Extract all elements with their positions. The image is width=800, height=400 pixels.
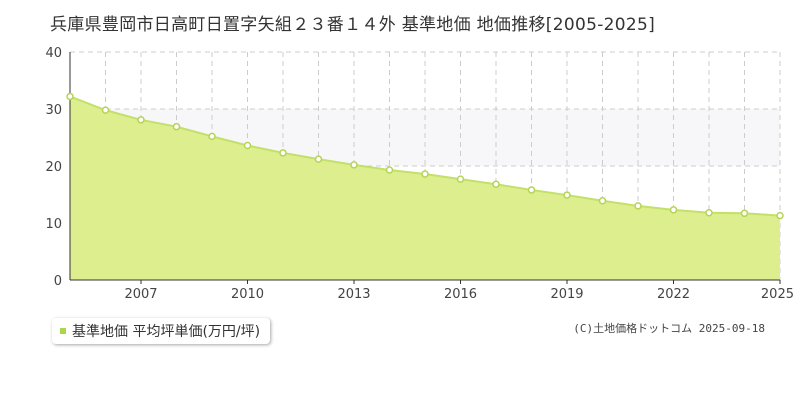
legend-marker xyxy=(60,328,66,334)
data-point xyxy=(243,141,252,150)
data-point xyxy=(492,180,500,188)
x-tick-label: 2007 xyxy=(124,287,157,302)
data-point xyxy=(172,122,181,131)
legend: 基準地価 平均坪単価(万円/坪) xyxy=(52,318,271,344)
data-point xyxy=(669,206,678,214)
data-point xyxy=(137,116,145,124)
data-point xyxy=(208,132,216,141)
data-point xyxy=(314,155,323,163)
data-points xyxy=(66,92,784,220)
y-tick-label: 40 xyxy=(45,46,62,61)
y-tick-label: 10 xyxy=(45,217,62,232)
series-area xyxy=(70,96,780,281)
data-point xyxy=(279,149,287,157)
copyright-text: (C)土地価格ドットコム 2025-09-18 xyxy=(573,322,765,335)
data-point xyxy=(740,209,749,218)
data-point xyxy=(634,202,642,210)
data-point xyxy=(598,197,607,205)
data-point xyxy=(527,186,536,194)
data-point xyxy=(66,92,74,101)
data-point xyxy=(456,175,465,183)
data-point xyxy=(385,166,394,174)
tick-labels: 0 10 20 30 40 2007 2010 2013 2016 2019 2022 2025 xyxy=(45,46,794,302)
legend-label: 基準地価 平均坪単価(万円/坪) xyxy=(72,324,261,340)
axes xyxy=(69,52,781,284)
x-tick-label: 2016 xyxy=(444,287,477,302)
x-tick-label: 2022 xyxy=(657,287,690,302)
x-tick-label: 2019 xyxy=(550,287,583,302)
data-point xyxy=(350,161,358,169)
x-tick-label: 2013 xyxy=(337,287,370,302)
chart-title: 兵庫県豊岡市日高町日置字矢組２３番１４外 基準地価 地価推移[2005-2025… xyxy=(50,15,656,35)
x-tick-label: 2010 xyxy=(231,287,264,302)
data-point xyxy=(563,191,571,199)
y-tick-label: 30 xyxy=(45,103,62,118)
data-point xyxy=(705,208,713,217)
data-point xyxy=(421,170,429,178)
y-tick-label: 20 xyxy=(45,160,62,175)
data-point xyxy=(101,106,110,114)
x-tick-label: 2025 xyxy=(761,287,794,302)
y-tick-label: 0 xyxy=(54,274,62,289)
data-point xyxy=(776,211,784,220)
